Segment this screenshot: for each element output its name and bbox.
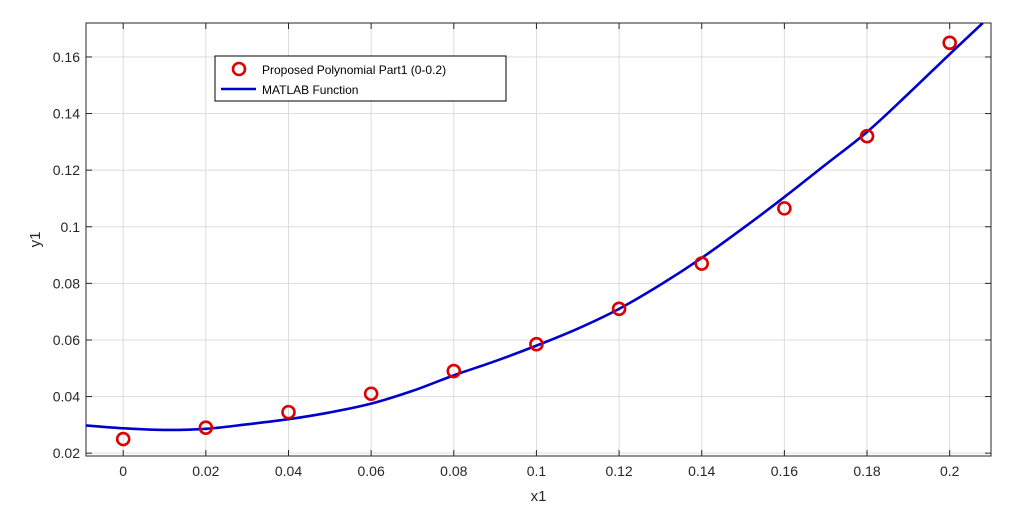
legend: Proposed Polynomial Part1 (0-0.2) MATLAB… [214, 55, 507, 102]
y-tick-label: 0.16 [53, 49, 80, 65]
y-tick-label: 0.12 [53, 162, 80, 178]
data-point-proposed [859, 128, 875, 144]
data-point-proposed [777, 201, 792, 216]
legend-marker-proposed [231, 61, 247, 77]
x-tick-label: 0.18 [853, 463, 880, 479]
axes [85, 22, 992, 457]
data-point-proposed [611, 301, 627, 317]
y-axis-label: y1 [27, 232, 44, 248]
x-tick-label: 0.02 [192, 463, 219, 479]
ticks: 0 0.02 0.04 0.06 0.08 0.1 0.12 0.14 0.16 0.18 0.2 0… [53, 23, 991, 479]
data-point-proposed [198, 420, 214, 435]
legend-entry-matlab: MATLAB Function [262, 83, 358, 97]
plot-area [86, 23, 984, 447]
x-tick-label: 0 [119, 463, 127, 479]
y-tick-label: 0.1 [61, 219, 81, 235]
x-tick-label: 0.16 [771, 463, 798, 479]
y-tick-label: 0.14 [53, 106, 80, 122]
data-point-proposed [942, 35, 957, 51]
x-tick-label: 0.14 [688, 463, 715, 479]
y-tick-label: 0.04 [53, 389, 80, 405]
legend-box [214, 55, 507, 102]
x-tick-label: 0.08 [440, 463, 467, 479]
series-line-matlab [86, 23, 984, 432]
legend-entry-proposed: Proposed Polynomial Part1 (0-0.2) [262, 63, 446, 77]
data-point-proposed [281, 404, 296, 420]
y-tick-label: 0.06 [53, 332, 80, 348]
x-tick-label: 0.2 [940, 463, 960, 479]
y-tick-label: 0.08 [53, 275, 80, 291]
axes-box [85, 22, 992, 457]
y-tick-label: 0.02 [53, 445, 80, 461]
x-tick-label: 0.04 [275, 463, 302, 479]
x-axis-label: x1 [531, 488, 547, 505]
data-point-proposed [694, 256, 710, 271]
data-point-proposed [115, 431, 131, 447]
data-point-proposed [446, 363, 462, 379]
x-tick-label: 0.12 [605, 463, 632, 479]
x-tick-label: 0.1 [527, 463, 547, 479]
data-point-proposed [363, 386, 379, 402]
data-point-proposed [529, 336, 544, 352]
x-tick-label: 0.06 [358, 463, 385, 479]
